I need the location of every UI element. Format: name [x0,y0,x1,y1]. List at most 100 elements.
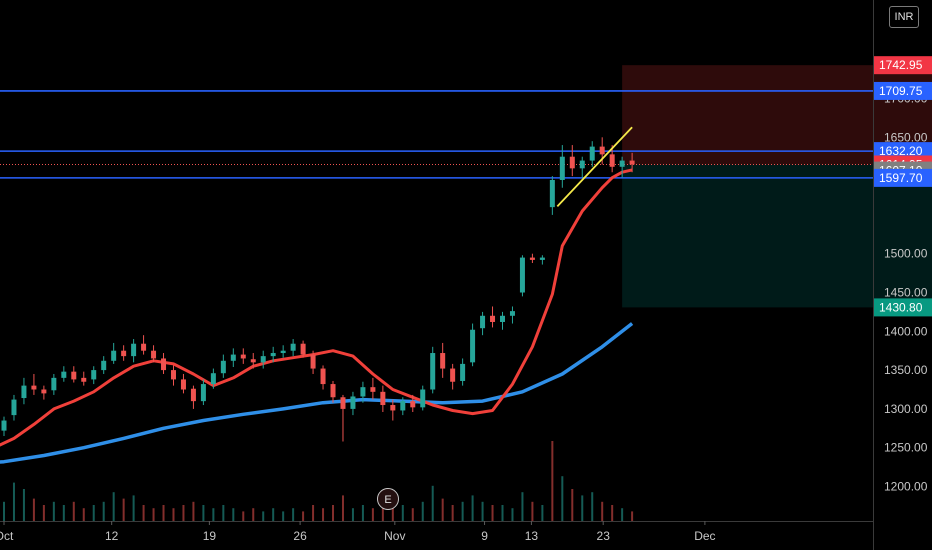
price-level-badge [874,168,932,187]
horizontal-lines[interactable] [0,90,873,179]
candle-body [1,420,7,431]
volume-bar [212,508,215,521]
candle-body [200,384,206,402]
candle-body [430,353,436,390]
candle-body [141,343,147,351]
candle-body [450,368,456,382]
candle-body [490,315,496,322]
volume-bar [381,501,384,521]
volume-bar [282,511,285,521]
trend-line[interactable] [556,126,633,207]
candle-body [460,363,466,381]
candle-body [380,391,386,406]
candle-body [71,371,77,380]
ema-fast-line [0,168,633,447]
candle-body [270,353,276,357]
candle-body [41,389,47,394]
price-level-labels: 1742.951709.751632.201614.951607.101597.… [874,56,932,317]
volume-bar [581,495,584,521]
candle-body [61,371,67,378]
candle-body [280,350,286,354]
time-axis[interactable]: Oct 12 19 26 Nov 9 13 23 Dec [0,521,716,543]
time-tick-label: 26 [293,529,307,543]
trend-line[interactable] [556,126,633,207]
candle-body [170,370,176,380]
candle-body [609,154,615,167]
volume-bar [511,508,514,521]
candle-body [250,359,256,363]
volume-bar [341,495,344,521]
currency-button[interactable]: INR [889,6,919,28]
candle-body [51,377,57,391]
candle-body [161,358,167,371]
volume-bar [152,508,155,521]
volume-bar [601,501,604,521]
candle-body [370,387,376,392]
volume-bar [302,511,305,521]
volume-bar [3,501,5,521]
volume-bar [411,508,414,521]
price-tick-label: 1300.00 [884,402,928,416]
volume-bar [202,505,205,521]
volume-bar [252,508,255,521]
candle-body [579,160,585,169]
price-tick-label: 1200.00 [884,480,928,494]
volume-bar [172,508,175,521]
price-level-label: 1597.70 [879,171,923,185]
candle-body [340,397,346,409]
time-tick-label: Nov [384,529,405,543]
candle-body [559,156,565,180]
volume-bar [312,505,315,521]
volume-bar [332,505,335,521]
volume-bar [551,441,554,521]
volume-bar [521,492,524,521]
time-tick-label: 23 [597,529,611,543]
volume-bar [12,482,15,521]
candle-body [21,385,27,399]
volume-bar [591,492,594,521]
volume-bars [3,441,634,521]
volume-bar [391,508,394,521]
volume-bar [441,498,444,521]
long-short-position-tool[interactable] [622,65,932,308]
moving-averages [0,168,634,464]
volume-bar [232,508,235,521]
volume-bar [72,501,75,521]
volume-bar [262,511,265,521]
candle-body [300,343,306,355]
volume-bar [481,501,484,521]
candle-body [629,160,635,165]
volume-bar [322,508,325,521]
time-tick-label: Oct [0,529,14,543]
volume-bar [22,489,25,521]
candle-body [11,399,17,416]
price-level-badge [874,298,932,317]
candle-body [290,343,296,351]
candle-body [151,350,157,359]
volume-bar [471,495,474,521]
volume-bar [371,508,374,521]
candle-body [350,396,356,409]
volume-bar [421,501,424,521]
candle-body [111,350,117,361]
volume-bar [242,511,245,521]
volume-bar [611,505,614,521]
candle-body [410,401,416,408]
price-level-badge [874,56,932,75]
candle-body [31,385,37,390]
candle-body [81,377,87,382]
earnings-marker-icon[interactable]: E [377,488,399,510]
candlesticks [1,137,635,442]
volume-bar [52,501,55,521]
price-tick-label: 1650.00 [884,130,928,144]
candle-body [190,388,196,402]
take-profit-zone[interactable] [622,164,932,308]
price-level-label: 1742.95 [879,58,923,72]
volume-bar [162,505,165,521]
time-tick-label: 19 [203,529,217,543]
candle-body [500,315,505,322]
candle-body [360,387,366,397]
volume-bar [531,501,534,521]
volume-bar [491,505,494,521]
